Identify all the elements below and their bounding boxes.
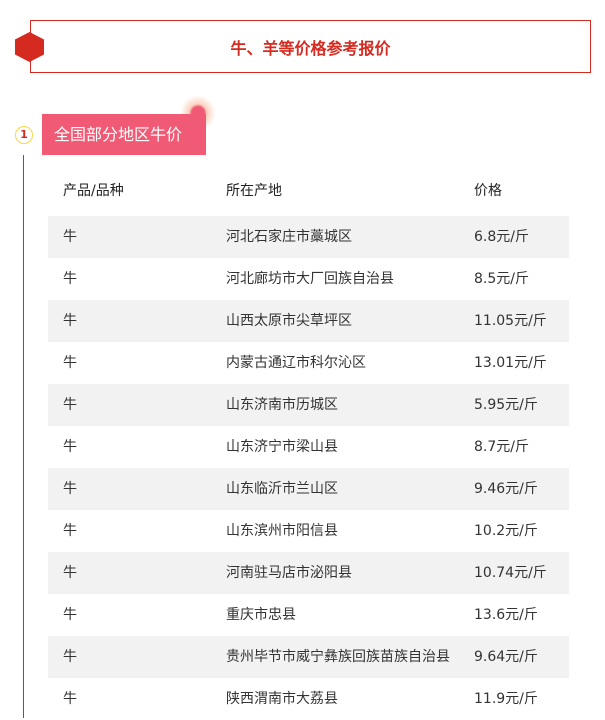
cell-product: 牛 [63,397,77,413]
cell-product: 牛 [63,439,77,455]
cell-product: 牛 [63,271,77,287]
header-price: 价格 [474,183,502,199]
cell-origin: 山东济宁市梁山县 [226,439,338,455]
cell-product: 牛 [63,313,77,329]
table-row: 牛 贵州毕节市威宁彝族回族苗族自治县 9.64元/斤 [48,636,569,678]
cell-product: 牛 [63,355,77,371]
table-row: 牛 山西太原市尖草坪区 11.05元/斤 [48,300,569,342]
section-number-badge: 1 [15,126,33,144]
table-header: 产品/品种 所在产地 价格 [48,172,569,210]
cell-price: 8.7元/斤 [474,439,529,455]
cell-origin: 河北石家庄市藁城区 [226,229,352,245]
cell-origin: 陕西渭南市大荔县 [226,691,338,707]
cell-product: 牛 [63,481,77,497]
cell-origin: 河北廊坊市大厂回族自治县 [226,271,394,287]
cell-price: 9.46元/斤 [474,481,538,497]
cell-price: 11.9元/斤 [474,691,538,707]
table-row: 牛 内蒙古通辽市科尔沁区 13.01元/斤 [48,342,569,384]
cell-product: 牛 [63,565,77,581]
cell-origin: 山东滨州市阳信县 [226,523,338,539]
cell-origin: 山西太原市尖草坪区 [226,313,352,329]
cell-origin: 河南驻马店市泌阳县 [226,565,352,581]
table-row: 牛 河南驻马店市泌阳县 10.74元/斤 [48,552,569,594]
cell-product: 牛 [63,607,77,623]
title-text: 牛、羊等价格参考报价 [230,38,391,58]
cell-origin: 内蒙古通辽市科尔沁区 [226,355,366,371]
table-row: 牛 山东临沂市兰山区 9.46元/斤 [48,468,569,510]
cell-price: 10.74元/斤 [474,565,547,581]
timeline-line [23,155,24,718]
cell-product: 牛 [63,649,77,665]
cell-origin: 重庆市忠县 [226,607,296,623]
header-origin: 所在产地 [226,183,282,199]
cell-price: 8.5元/斤 [474,271,529,287]
table-row: 牛 河北石家庄市藁城区 6.8元/斤 [48,216,569,258]
cell-price: 10.2元/斤 [474,523,538,539]
table-row: 牛 河北廊坊市大厂回族自治县 8.5元/斤 [48,258,569,300]
cell-product: 牛 [63,523,77,539]
section-heading: 全国部分地区牛价 [42,114,206,155]
cell-origin: 山东济南市历城区 [226,397,338,413]
table-row: 牛 重庆市忠县 13.6元/斤 [48,594,569,636]
cell-price: 11.05元/斤 [474,313,547,329]
cell-price: 5.95元/斤 [474,397,538,413]
header-product: 产品/品种 [63,183,124,199]
table-row: 牛 山东滨州市阳信县 10.2元/斤 [48,510,569,552]
cell-product: 牛 [63,229,77,245]
table-row: 牛 山东济南市历城区 5.95元/斤 [48,384,569,426]
cell-price: 13.6元/斤 [474,607,538,623]
cell-price: 13.01元/斤 [474,355,547,371]
cell-price: 6.8元/斤 [474,229,529,245]
cell-origin: 山东临沂市兰山区 [226,481,338,497]
table-row: 牛 陕西渭南市大荔县 11.9元/斤 [48,678,569,720]
table-row: 牛 山东济宁市梁山县 8.7元/斤 [48,426,569,468]
page-title: 牛、羊等价格参考报价 [30,20,591,73]
cell-product: 牛 [63,691,77,707]
cell-price: 9.64元/斤 [474,649,538,665]
cell-origin: 贵州毕节市威宁彝族回族苗族自治县 [226,649,450,665]
